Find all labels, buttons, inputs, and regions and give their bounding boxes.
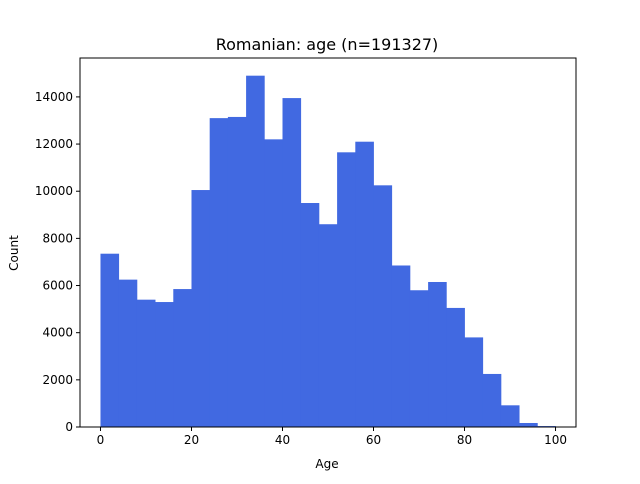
bars-group xyxy=(100,75,556,428)
histogram-bar xyxy=(500,405,520,427)
histogram-bar xyxy=(118,279,138,427)
x-tick-label: 40 xyxy=(275,433,290,447)
histogram-bar xyxy=(136,299,156,427)
x-axis: 0 20 40 60 80 100 xyxy=(97,427,567,447)
histogram-bar xyxy=(355,141,374,427)
histogram-bar xyxy=(300,203,320,427)
histogram-bar xyxy=(227,116,247,428)
y-tick-label: 10000 xyxy=(35,184,73,198)
chart-title: Romanian: age (n=191327) xyxy=(216,35,439,54)
histogram-bar xyxy=(155,302,174,427)
x-tick-label: 20 xyxy=(184,433,199,447)
x-tick-label: 0 xyxy=(97,433,105,447)
x-axis-label: Age xyxy=(315,457,338,471)
x-tick-label: 100 xyxy=(544,433,567,447)
y-tick-label: 6000 xyxy=(42,279,73,293)
histogram-bar xyxy=(464,337,484,427)
y-tick-label: 14000 xyxy=(35,90,73,104)
y-axis-label: Count xyxy=(7,235,21,271)
histogram-bar xyxy=(428,281,447,427)
y-tick-label: 4000 xyxy=(42,326,73,340)
histogram-bar xyxy=(173,289,192,427)
histogram-bar xyxy=(519,422,538,427)
histogram-bar xyxy=(100,253,120,427)
histogram-bar xyxy=(191,190,211,427)
histogram-bar xyxy=(246,75,265,427)
histogram-bar xyxy=(209,118,229,427)
histogram-bar xyxy=(264,139,283,428)
histogram-bar xyxy=(409,290,429,427)
y-tick-label: 2000 xyxy=(42,373,73,387)
histogram-bar xyxy=(373,185,393,427)
histogram-bar xyxy=(482,373,502,427)
y-tick-label: 8000 xyxy=(42,231,73,245)
histogram-bar xyxy=(318,224,338,427)
y-tick-label: 12000 xyxy=(35,137,73,151)
histogram-bar xyxy=(446,307,465,427)
histogram-bar xyxy=(337,152,356,427)
x-tick-label: 60 xyxy=(366,433,381,447)
x-tick-label: 80 xyxy=(457,433,472,447)
plot-area-frame xyxy=(79,57,577,428)
y-tick-label: 0 xyxy=(65,420,73,434)
histogram-bar xyxy=(391,265,411,427)
y-axis: 0 2000 4000 6000 8000 10000 12000 14000 xyxy=(35,90,80,434)
histogram-bar xyxy=(282,98,302,427)
